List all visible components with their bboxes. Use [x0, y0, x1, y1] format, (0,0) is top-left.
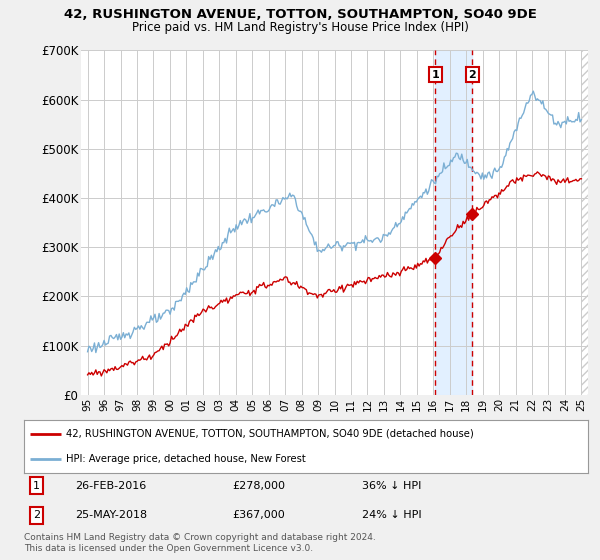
- Text: £278,000: £278,000: [233, 480, 286, 491]
- Bar: [435, 50, 472, 395]
- Bar: [578, 50, 588, 395]
- Bar: [581, 50, 588, 395]
- Text: 24% ↓ HPI: 24% ↓ HPI: [362, 510, 422, 520]
- Text: HPI: Average price, detached house, New Forest: HPI: Average price, detached house, New …: [66, 454, 306, 464]
- Text: 36% ↓ HPI: 36% ↓ HPI: [362, 480, 422, 491]
- Text: 25-MAY-2018: 25-MAY-2018: [75, 510, 147, 520]
- Text: £367,000: £367,000: [233, 510, 286, 520]
- Text: Contains HM Land Registry data © Crown copyright and database right 2024.
This d: Contains HM Land Registry data © Crown c…: [24, 533, 376, 553]
- Text: 2: 2: [33, 510, 40, 520]
- Text: 42, RUSHINGTON AVENUE, TOTTON, SOUTHAMPTON, SO40 9DE: 42, RUSHINGTON AVENUE, TOTTON, SOUTHAMPT…: [64, 8, 536, 21]
- Text: 1: 1: [33, 480, 40, 491]
- Text: 42, RUSHINGTON AVENUE, TOTTON, SOUTHAMPTON, SO40 9DE (detached house): 42, RUSHINGTON AVENUE, TOTTON, SOUTHAMPT…: [66, 429, 474, 439]
- Text: 26-FEB-2016: 26-FEB-2016: [75, 480, 146, 491]
- Text: 1: 1: [431, 69, 439, 80]
- Text: Price paid vs. HM Land Registry's House Price Index (HPI): Price paid vs. HM Land Registry's House …: [131, 21, 469, 34]
- Text: 2: 2: [469, 69, 476, 80]
